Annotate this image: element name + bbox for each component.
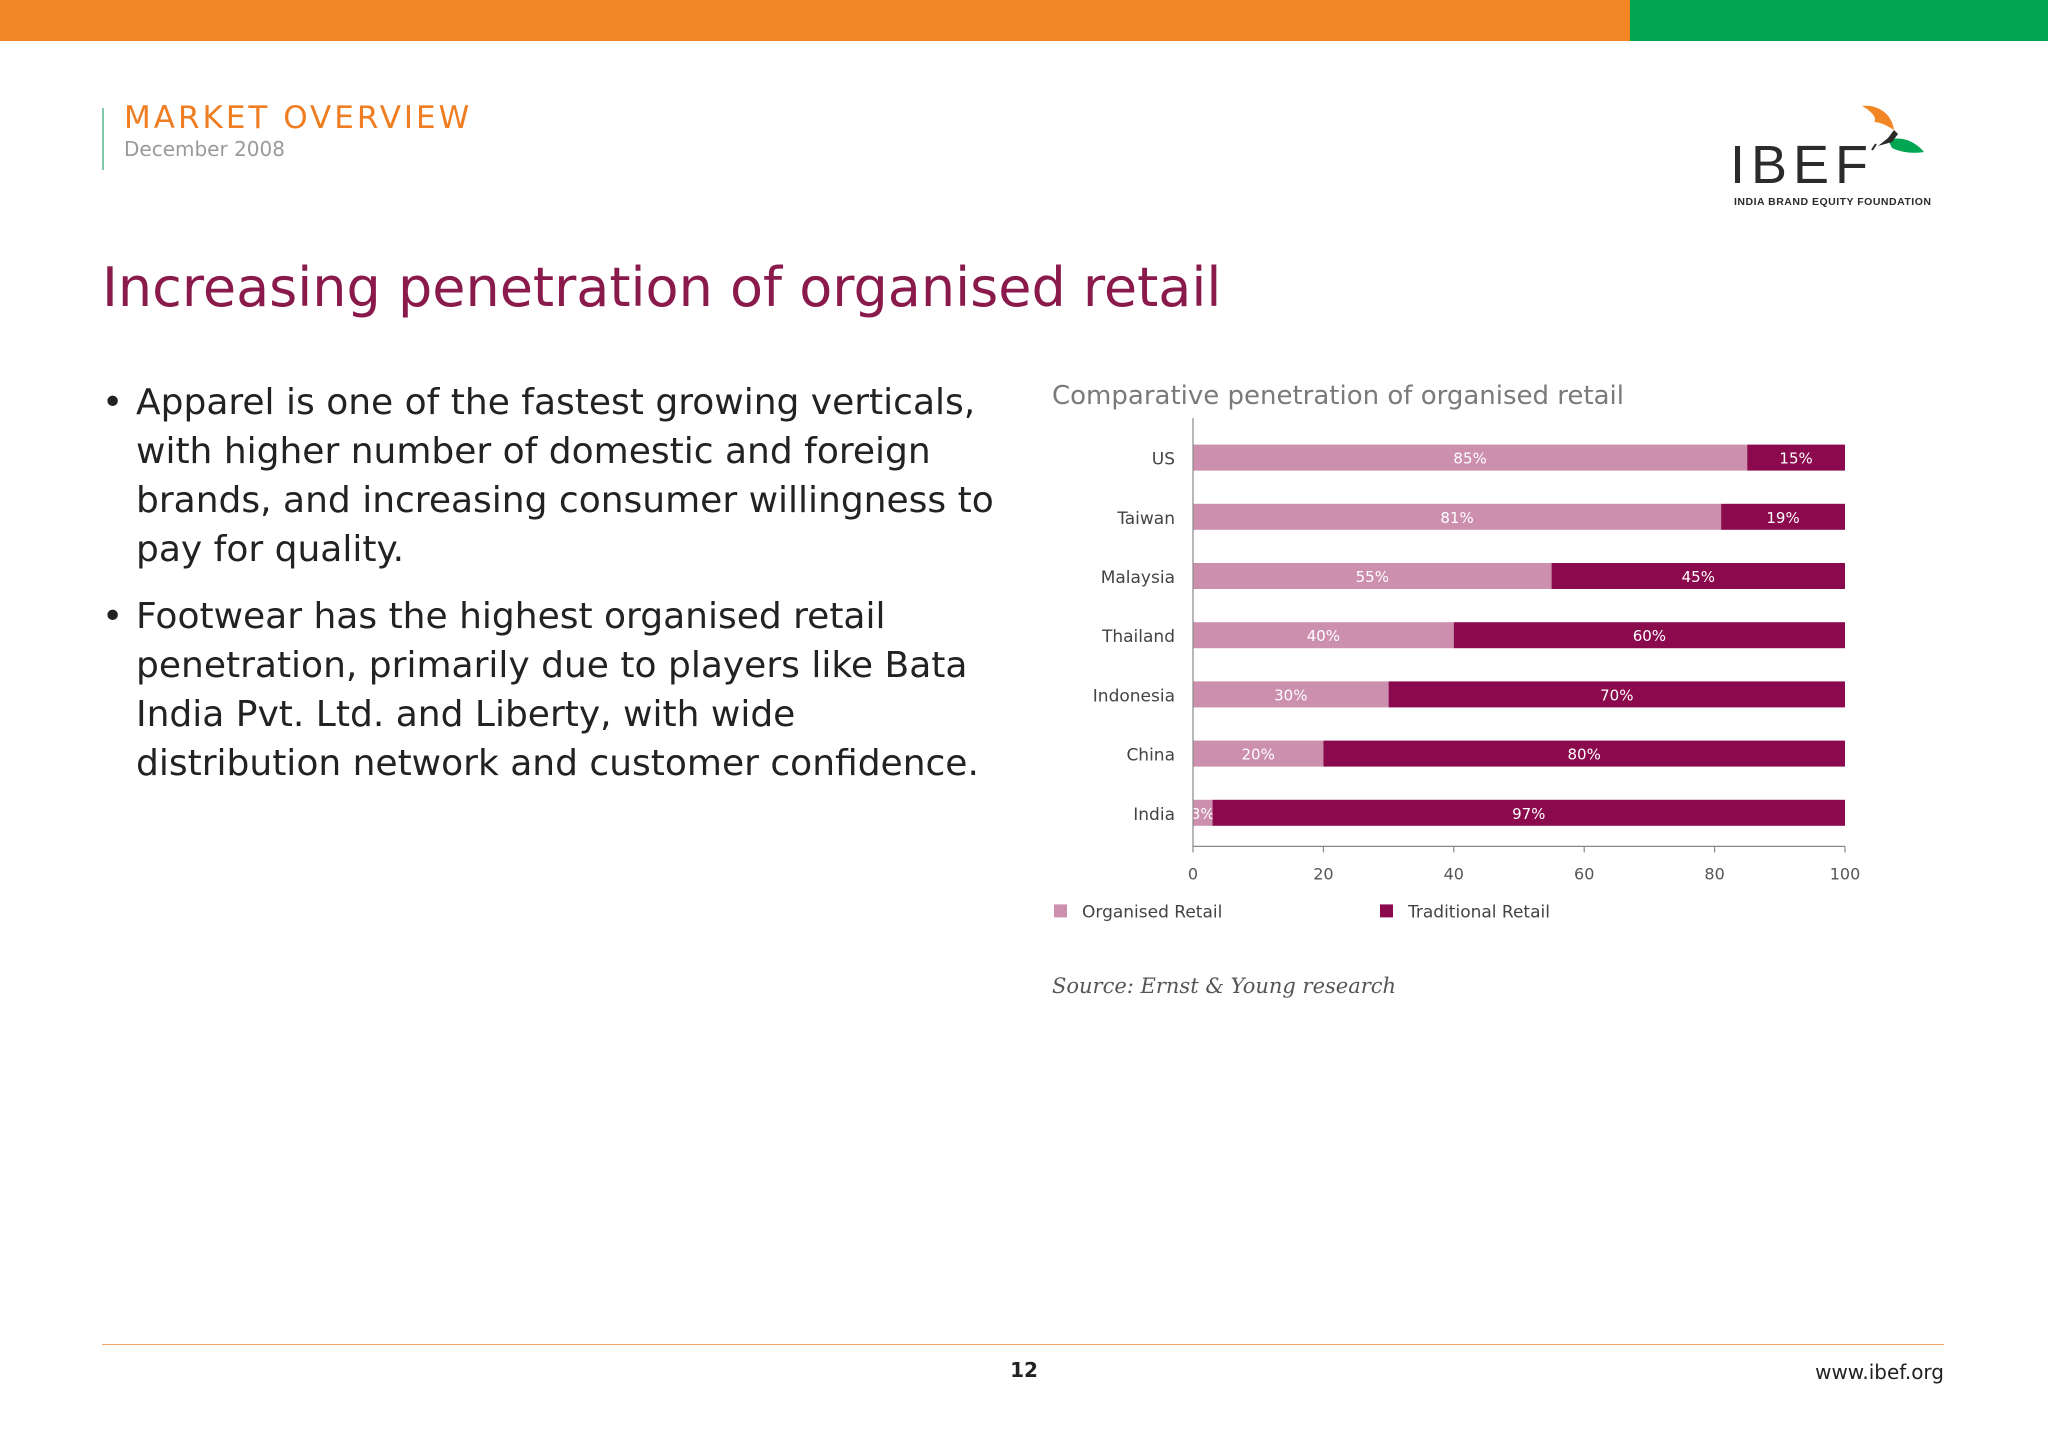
penetration-chart: Comparative penetration of organised ret…	[1040, 370, 1960, 1010]
bullet-dot-icon: •	[102, 596, 124, 637]
organised-bar	[1193, 503, 1722, 530]
bar-value-label: 60%	[1633, 627, 1666, 645]
bar-value-label: 40%	[1307, 627, 1340, 645]
traditional-bar	[1212, 799, 1845, 826]
legend-swatch-organised	[1054, 904, 1067, 918]
traditional-bar	[1323, 740, 1845, 767]
header-divider	[102, 108, 104, 170]
page-title: Increasing penetration of organised reta…	[102, 256, 1222, 319]
section-date: December 2008	[124, 137, 285, 161]
bar-value-label: 97%	[1512, 805, 1545, 823]
top-bar-orange	[0, 0, 1630, 41]
category-label: Thailand	[1101, 627, 1175, 647]
section-title: MARKET OVERVIEW	[124, 100, 473, 136]
bullet-item: • Apparel is one of the fastest growing …	[102, 378, 1002, 574]
legend-label: Organised Retail	[1082, 902, 1222, 922]
bullet-dot-icon: •	[102, 382, 124, 423]
chart-plot: US 85% 15% Taiwan 81% 19% Malaysia 55% 45% Thaila…	[1054, 418, 1861, 922]
x-tick-label: 40	[1444, 864, 1464, 883]
x-tick-label: 100	[1830, 864, 1861, 883]
bar-value-label: 70%	[1600, 686, 1633, 704]
bar-value-label: 81%	[1440, 509, 1473, 527]
logo-wordmark: IBEF	[1730, 135, 1875, 195]
x-tick-label: 60	[1574, 864, 1594, 883]
bar-value-label: 15%	[1779, 450, 1812, 468]
organised-bar	[1193, 681, 1389, 708]
category-label: China	[1126, 746, 1175, 766]
category-label: Indonesia	[1093, 686, 1175, 706]
logo-subtitle: INDIA BRAND EQUITY FOUNDATION	[1734, 196, 1932, 208]
traditional-bar	[1551, 563, 1845, 589]
bullet-text: Apparel is one of the fastest growing ve…	[136, 382, 994, 570]
bullet-text: Footwear has the highest organised retai…	[136, 596, 979, 784]
category-label: Malaysia	[1101, 568, 1175, 588]
x-tick-label: 80	[1704, 864, 1724, 883]
bar-value-label: 45%	[1682, 568, 1715, 586]
x-tick-label: 0	[1188, 864, 1198, 883]
traditional-bar	[1721, 503, 1845, 530]
organised-bar	[1193, 799, 1213, 826]
bar-value-label: 3%	[1191, 805, 1215, 823]
bar-value-label: 80%	[1568, 746, 1601, 764]
organised-bar	[1193, 740, 1324, 767]
bar-value-label: 19%	[1766, 509, 1799, 527]
traditional-bar	[1453, 622, 1845, 649]
bar-value-label: 20%	[1242, 746, 1275, 764]
page-number: 12	[1010, 1358, 1038, 1382]
organised-bar	[1193, 444, 1748, 471]
footer-divider	[102, 1344, 1944, 1345]
top-bar-green	[1630, 0, 2048, 41]
bar-value-label: 85%	[1453, 450, 1486, 468]
bird-logo-icon	[1862, 105, 1924, 153]
organised-bar	[1193, 563, 1552, 589]
source-note: Source: Ernst & Young research	[1052, 974, 1397, 998]
category-label: Taiwan	[1116, 509, 1175, 529]
x-tick-label: 20	[1313, 864, 1333, 883]
traditional-bar	[1388, 681, 1845, 708]
legend-label: Traditional Retail	[1407, 902, 1550, 922]
bullet-list: • Apparel is one of the fastest growing …	[102, 378, 1002, 806]
category-label: India	[1133, 805, 1175, 825]
website-link[interactable]: www.ibef.org	[1815, 1360, 1944, 1384]
bar-value-label: 30%	[1274, 686, 1307, 704]
organised-bar	[1193, 622, 1454, 649]
chart-title: Comparative penetration of organised ret…	[1052, 381, 1624, 411]
legend-swatch-traditional	[1380, 904, 1393, 918]
traditional-bar	[1747, 444, 1845, 471]
category-label: US	[1152, 450, 1175, 470]
bar-value-label: 55%	[1356, 568, 1389, 586]
bullet-item: • Footwear has the highest organised ret…	[102, 592, 1002, 788]
ibef-logo: IBEF INDIA BRAND EQUITY FOUNDATION	[1730, 100, 1950, 212]
